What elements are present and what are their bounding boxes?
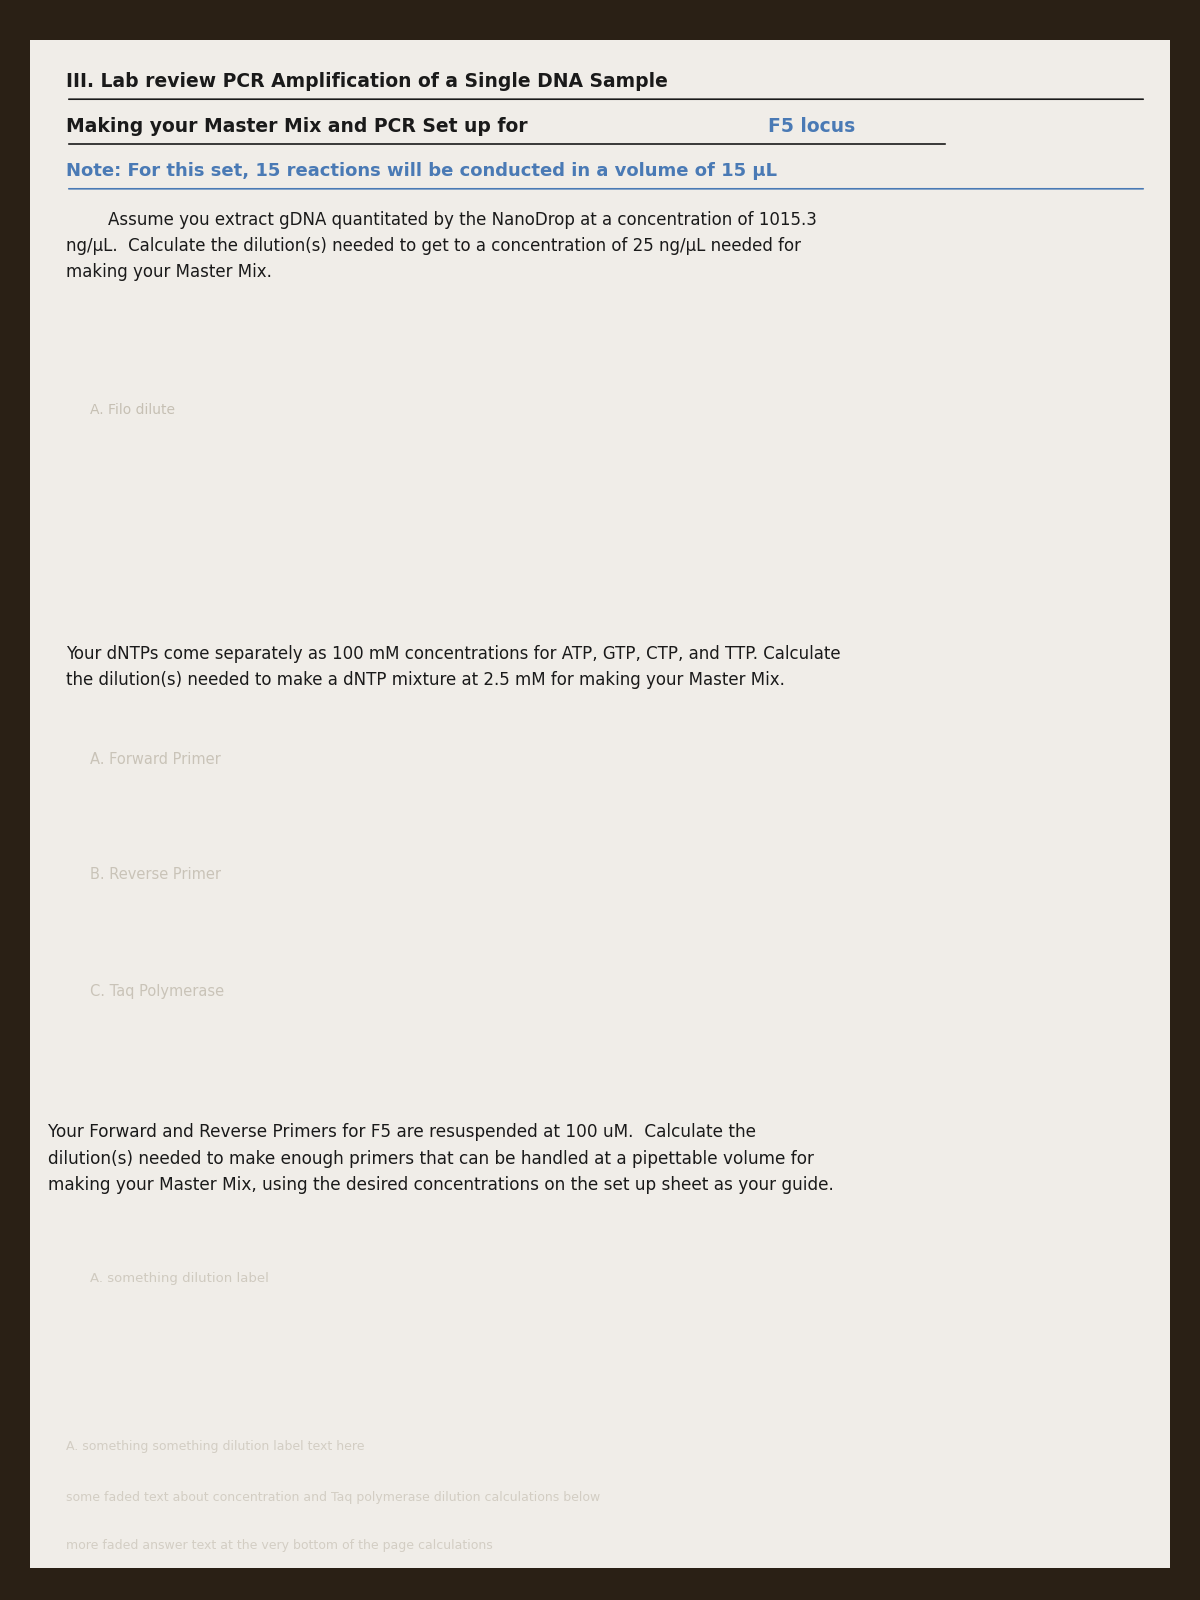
Text: more faded answer text at the very bottom of the page calculations: more faded answer text at the very botto…	[66, 1539, 493, 1552]
Text: Your dNTPs come separately as 100 mM concentrations for ATP, GTP, CTP, and TTP. : Your dNTPs come separately as 100 mM con…	[66, 645, 841, 688]
Text: Note: For this set, 15 reactions will be conducted in a volume of 15 μL: Note: For this set, 15 reactions will be…	[66, 162, 778, 179]
Text: A. something dilution label: A. something dilution label	[90, 1272, 269, 1285]
Text: Your Forward and Reverse Primers for F5 are resuspended at 100 uM.  Calculate th: Your Forward and Reverse Primers for F5 …	[48, 1123, 834, 1194]
Text: C. Taq Polymerase: C. Taq Polymerase	[90, 984, 224, 998]
Text: Assume you extract gDNA quantitated by the NanoDrop at a concentration of 1015.3: Assume you extract gDNA quantitated by t…	[66, 211, 817, 280]
Text: A. Filo dilute: A. Filo dilute	[90, 403, 175, 418]
Text: some faded text about concentration and Taq polymerase dilution calculations bel: some faded text about concentration and …	[66, 1491, 600, 1504]
Text: A. something something dilution label text here: A. something something dilution label te…	[66, 1440, 365, 1453]
Text: F5 locus: F5 locus	[768, 117, 856, 136]
Text: Making your Master Mix and PCR Set up for: Making your Master Mix and PCR Set up fo…	[66, 117, 534, 136]
Text: III. Lab review PCR Amplification of a Single DNA Sample: III. Lab review PCR Amplification of a S…	[66, 72, 668, 91]
Text: B. Reverse Primer: B. Reverse Primer	[90, 867, 221, 882]
Text: A. Forward Primer: A. Forward Primer	[90, 752, 221, 766]
FancyBboxPatch shape	[30, 40, 1170, 1568]
